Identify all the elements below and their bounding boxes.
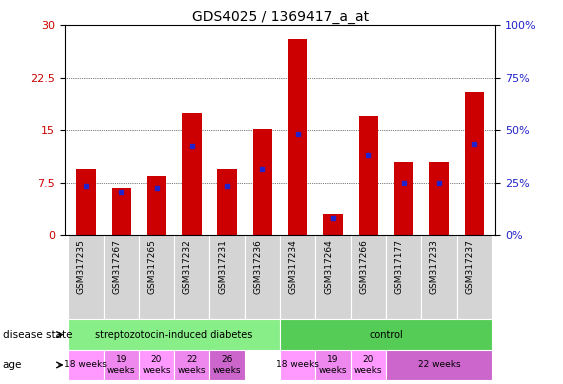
Bar [68, 235, 104, 319]
Bar [351, 235, 386, 319]
Bar [174, 350, 209, 380]
Text: streptozotocin-induced diabetes: streptozotocin-induced diabetes [96, 329, 253, 339]
Text: disease state: disease state [3, 329, 72, 339]
Bar [245, 235, 280, 319]
Text: age: age [3, 360, 22, 370]
Bar [182, 113, 202, 235]
Bar [147, 176, 166, 235]
Bar [386, 350, 492, 380]
Bar [351, 350, 386, 380]
Bar [280, 319, 492, 350]
Text: 18 weeks: 18 weeks [65, 361, 108, 369]
Text: GSM317237: GSM317237 [465, 240, 474, 295]
Text: control: control [369, 329, 403, 339]
Bar [68, 319, 280, 350]
Text: GSM317236: GSM317236 [253, 240, 262, 295]
Bar [464, 91, 484, 235]
Bar [288, 39, 307, 235]
Text: GSM317265: GSM317265 [148, 240, 157, 295]
Bar [386, 235, 421, 319]
Bar [139, 235, 174, 319]
Text: GSM317235: GSM317235 [77, 240, 86, 295]
Text: 22 weeks: 22 weeks [418, 361, 461, 369]
Bar [359, 116, 378, 235]
Bar [68, 350, 104, 380]
Text: GSM317234: GSM317234 [289, 240, 298, 294]
Bar [253, 129, 272, 235]
Bar [394, 162, 413, 235]
Bar [104, 235, 139, 319]
Bar [76, 169, 96, 235]
Text: 19
weeks: 19 weeks [319, 355, 347, 375]
Text: GSM317231: GSM317231 [218, 240, 227, 295]
Text: 20
weeks: 20 weeks [142, 355, 171, 375]
Bar [104, 350, 139, 380]
Bar [457, 235, 492, 319]
Text: 20
weeks: 20 weeks [354, 355, 383, 375]
Text: 18 weeks: 18 weeks [276, 361, 319, 369]
Text: GSM317177: GSM317177 [395, 240, 404, 295]
Bar [280, 350, 315, 380]
Text: GSM317233: GSM317233 [430, 240, 439, 295]
Title: GDS4025 / 1369417_a_at: GDS4025 / 1369417_a_at [191, 10, 369, 24]
Bar [209, 235, 245, 319]
Text: 26
weeks: 26 weeks [213, 355, 242, 375]
Bar [209, 350, 245, 380]
Bar [429, 162, 449, 235]
Bar [315, 235, 351, 319]
Bar [139, 350, 174, 380]
Bar [111, 188, 131, 235]
Bar [280, 235, 315, 319]
Bar [421, 235, 457, 319]
Text: GSM317266: GSM317266 [359, 240, 368, 295]
Text: 19
weeks: 19 weeks [107, 355, 136, 375]
Bar [315, 350, 351, 380]
Text: GSM317267: GSM317267 [112, 240, 121, 295]
Bar [323, 214, 343, 235]
Text: GSM317264: GSM317264 [324, 240, 333, 294]
Text: 22
weeks: 22 weeks [177, 355, 206, 375]
Text: GSM317232: GSM317232 [183, 240, 192, 294]
Bar [174, 235, 209, 319]
Bar [217, 169, 237, 235]
